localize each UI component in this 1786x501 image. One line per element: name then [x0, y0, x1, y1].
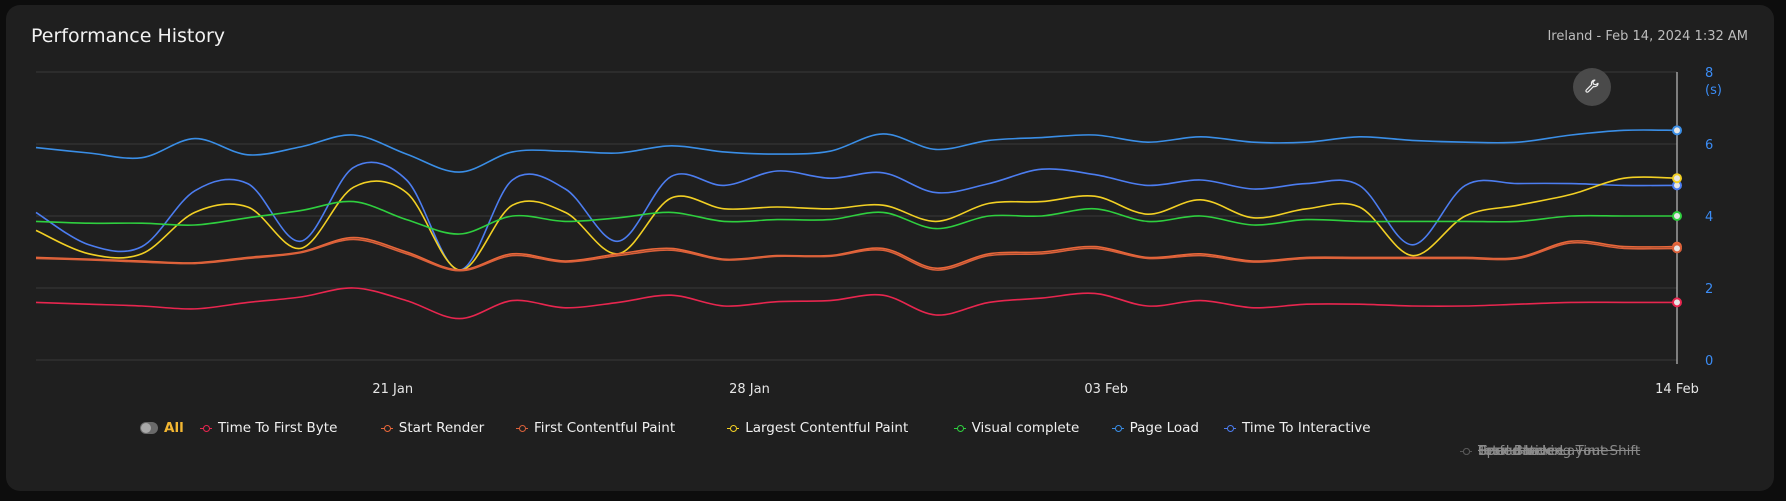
legend-marker-icon	[1224, 424, 1236, 432]
series-endpoint-largest-contentful-paint	[1672, 173, 1682, 184]
legend-item-label: Start Render	[398, 420, 485, 436]
y-tick-label: 0	[1705, 354, 1713, 369]
y-tick-label: 4	[1705, 210, 1713, 225]
legend-item-label: Largest Contentful Paint	[745, 420, 909, 436]
legend-item-time-to-interactive[interactable]: Time To Interactive	[1224, 420, 1371, 436]
legend-marker-icon	[380, 424, 393, 432]
legend-item-label: Performance	[1478, 443, 1564, 459]
legend-item-label: Speed Index	[1478, 443, 1562, 459]
series-line-first-contentful-paint	[35, 238, 1678, 272]
legend-all-toggle[interactable]: All	[140, 420, 184, 436]
page-title: Performance History	[31, 25, 226, 47]
legend-item-visual-complete[interactable]: Visual complete	[953, 420, 1080, 436]
legend-item-largest-contentful-paint[interactable]: Largest Contentful Paint	[727, 420, 908, 436]
legend-marker-icon	[516, 424, 528, 432]
series-endpoint-time-to-first-byte	[1672, 297, 1682, 308]
legend-item-label: Cumulative Layout Shift	[1478, 443, 1641, 459]
legend-item-label: Total Blocking Time	[1478, 443, 1609, 459]
legend-item-label: Visual complete	[971, 420, 1080, 436]
y-tick-label: 6	[1705, 138, 1713, 153]
legend-marker-icon	[1460, 447, 1472, 455]
series-endpoint-first-contentful-paint	[1672, 243, 1682, 254]
y-unit-label: (s)	[1705, 83, 1722, 98]
series-endpoint-visual-complete	[1672, 211, 1682, 221]
legend-item-label: First Contentful Paint	[534, 420, 676, 436]
location-timestamp: Ireland - Feb 14, 2024 1:32 AM	[1547, 29, 1748, 44]
x-tick-label: 28 Jan	[729, 382, 770, 397]
x-tick-label: 21 Jan	[372, 382, 413, 397]
legend-item-first-contentful-paint[interactable]: First Contentful Paint	[516, 420, 675, 436]
y-tick-label: 2	[1705, 282, 1713, 297]
toggle-switch-icon	[140, 422, 158, 434]
legend-all-label: All	[164, 420, 184, 436]
series-line-start-render	[35, 236, 1678, 271]
legend-item-time-to-first-byte[interactable]: Time To First Byte	[200, 420, 337, 436]
series-endpoint-page-load	[1672, 125, 1682, 136]
legend-item-speed-index[interactable]: Speed Index	[1460, 443, 1562, 459]
wrench-icon[interactable]	[1573, 68, 1611, 106]
legend-item-start-render[interactable]: Start Render	[380, 420, 485, 436]
legend-marker-icon	[953, 424, 966, 432]
y-tick-label: 8	[1705, 66, 1713, 81]
wrench-icon-glyph	[1585, 79, 1599, 93]
series-line-time-to-interactive	[35, 161, 1678, 271]
series-line-largest-contentful-paint	[35, 176, 1678, 271]
legend-item-page-load[interactable]: Page Load	[1111, 420, 1199, 436]
series-line-page-load	[35, 129, 1678, 173]
legend-item-label: Time To Interactive	[1242, 420, 1371, 436]
legend-marker-icon	[200, 424, 212, 432]
x-tick-label: 14 Feb	[1655, 382, 1699, 397]
legend-item-label: Time To First Byte	[218, 420, 338, 436]
series-line-time-to-first-byte	[35, 287, 1677, 320]
series-line-visual-complete	[35, 200, 1677, 235]
legend-marker-icon	[727, 424, 740, 432]
x-tick-label: 03 Feb	[1084, 382, 1128, 397]
legend-item-label: Page Load	[1129, 420, 1199, 436]
legend-marker-icon	[1111, 424, 1124, 432]
